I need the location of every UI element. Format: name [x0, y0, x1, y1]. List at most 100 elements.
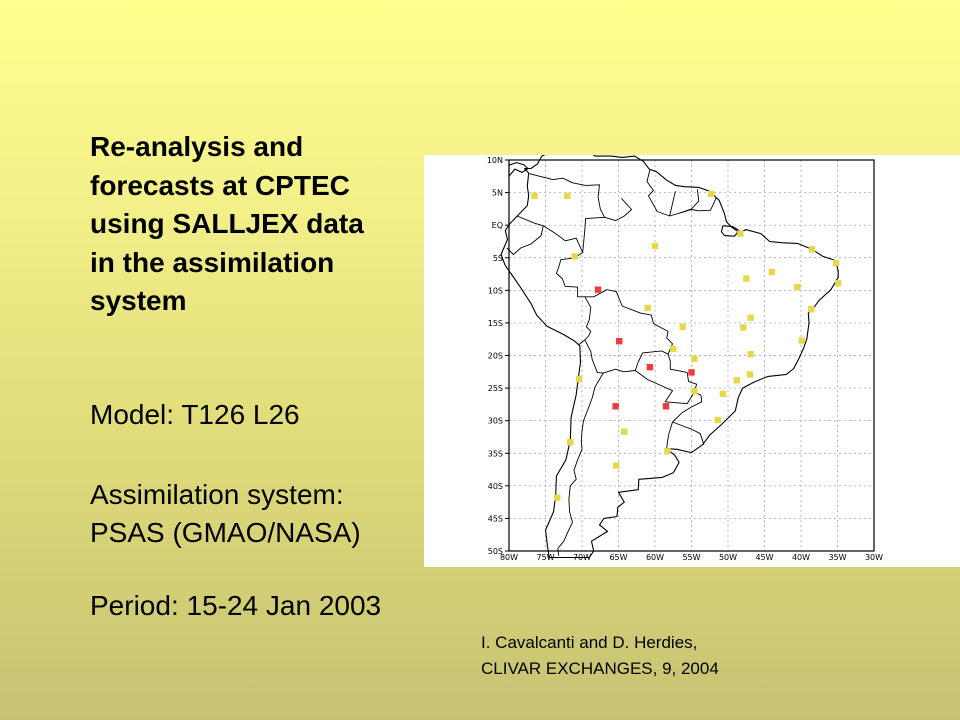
lat-tick-label: 15S	[488, 319, 503, 328]
title-line: system	[90, 285, 187, 316]
lat-tick-label: 35S	[488, 449, 503, 458]
station-marker-yellow	[719, 390, 727, 398]
country-border	[529, 173, 606, 253]
country-border	[604, 198, 633, 222]
slide-title: Re-analysis and forecasts at CPTEC using…	[90, 128, 420, 321]
title-line: using SALLJEX data	[90, 208, 364, 239]
station-marker-yellow	[743, 275, 750, 282]
country-border	[669, 191, 676, 217]
station-marker-yellow	[740, 324, 747, 331]
station-marker-yellow	[531, 192, 538, 199]
country-border	[667, 354, 698, 393]
station-marker-yellow	[670, 345, 677, 353]
station-marker-yellow	[679, 323, 686, 330]
assimilation-line: PSAS (GMAO/NASA)	[90, 517, 361, 548]
title-line: Re-analysis and	[90, 131, 304, 162]
assimilation-text: Assimilation system: PSAS (GMAO/NASA)	[90, 476, 361, 552]
lon-tick-label: 80W	[500, 553, 518, 562]
map-svg: 10N 5N EQ 5S 10S 15S 20S 25S 30S 35S 40S 45S 50S 80W…	[487, 155, 883, 562]
station-marker-yellow	[808, 306, 815, 313]
model-text: Model: T126 L26	[90, 399, 300, 430]
station-marker-yellow	[747, 314, 754, 321]
country-border	[506, 215, 544, 255]
coastlines	[500, 155, 839, 559]
lon-tick-label: 30W	[865, 553, 883, 562]
station-marker-red	[688, 369, 695, 376]
station-marker-yellow	[691, 388, 698, 395]
station-marker-yellow	[747, 351, 754, 358]
citation-line: I. Cavalcanti and D. Herdies,	[481, 633, 698, 652]
station-marker-yellow	[564, 192, 571, 199]
lat-tick-label: 10N	[487, 156, 503, 165]
station-marker-yellow	[794, 283, 801, 291]
lat-tick-label: 50S	[488, 547, 503, 556]
lat-labels: 10N 5N EQ 5S 10S 15S 20S 25S 30S 35S 40S 45S 50S	[487, 156, 509, 556]
station-marker-yellow	[737, 230, 744, 237]
lat-tick-label: 45S	[488, 514, 503, 523]
lon-tick-label: 60W	[646, 553, 664, 562]
lat-tick-label: 5S	[493, 254, 503, 263]
country-border	[584, 339, 669, 374]
station-marker-yellow	[554, 494, 561, 501]
station-marker-yellow	[835, 280, 842, 287]
station-map: 10N 5N EQ 5S 10S 15S 20S 25S 30S 35S 40S 45S 50S 80W…	[424, 155, 960, 567]
lat-tick-label: 30S	[488, 417, 503, 426]
station-marker-yellow	[567, 439, 574, 446]
lon-tick-label: 70W	[573, 553, 591, 562]
station-marker-red	[616, 338, 623, 345]
lat-tick-label: 40S	[488, 482, 503, 491]
station-marker-yellow	[644, 304, 651, 312]
station-marker-red	[646, 364, 654, 371]
stations	[531, 190, 842, 501]
country-border	[680, 189, 700, 214]
lat-tick-label: 20S	[488, 352, 503, 361]
country-border	[635, 370, 703, 423]
station-marker-yellow	[798, 337, 805, 344]
lon-tick-label: 40W	[792, 553, 810, 562]
station-marker-red	[662, 403, 670, 410]
period-text: Period: 15-24 Jan 2003	[90, 590, 382, 621]
lon-labels: 80W 75W 70W 65W 60W 55W 50W 45W 40W 35W 30W	[500, 553, 883, 562]
lat-tick-label: 10S	[488, 286, 503, 295]
country-border	[557, 372, 604, 556]
country-border	[672, 421, 705, 445]
assimilation-line: Assimilation system:	[90, 479, 344, 510]
station-marker-yellow	[768, 268, 775, 276]
station-marker-yellow	[708, 190, 715, 198]
lat-tick-label: 25S	[488, 384, 503, 393]
station-marker-yellow	[664, 448, 671, 455]
citation-line: CLIVAR EXCHANGES, 9, 2004	[481, 659, 719, 678]
country-border	[543, 225, 592, 345]
station-marker-yellow	[832, 259, 840, 267]
lon-tick-label: 65W	[609, 553, 627, 562]
station-marker-yellow	[714, 416, 721, 424]
lon-tick-label: 35W	[828, 553, 846, 562]
lat-tick-label: 5N	[492, 189, 503, 198]
title-line: forecasts at CPTEC	[90, 169, 350, 201]
coastline	[500, 155, 839, 559]
station-marker-yellow	[651, 242, 659, 250]
coastline	[720, 225, 740, 237]
lon-tick-label: 55W	[682, 553, 700, 562]
map-grid	[509, 160, 874, 551]
station-marker-red	[594, 286, 602, 293]
country-border	[646, 169, 717, 217]
station-marker-yellow	[571, 253, 578, 260]
coastline	[508, 162, 529, 177]
lon-tick-label: 45W	[755, 553, 773, 562]
citation: I. Cavalcanti and D. Herdies, CLIVAR EXC…	[481, 630, 719, 682]
station-marker-yellow	[613, 462, 620, 469]
title-line: in the assimilation	[90, 246, 335, 278]
station-marker-yellow	[733, 377, 740, 384]
station-marker-yellow	[621, 428, 628, 435]
country-border	[584, 289, 673, 355]
station-marker-red	[612, 403, 619, 410]
country-border	[666, 421, 673, 449]
station-marker-yellow	[691, 355, 698, 362]
station-marker-yellow	[746, 371, 754, 378]
lat-tick-label: EQ	[492, 221, 503, 230]
lon-tick-label: 75W	[536, 553, 554, 562]
station-marker-yellow	[575, 375, 583, 383]
station-marker-yellow	[808, 246, 816, 253]
lon-tick-label: 50W	[719, 553, 737, 562]
